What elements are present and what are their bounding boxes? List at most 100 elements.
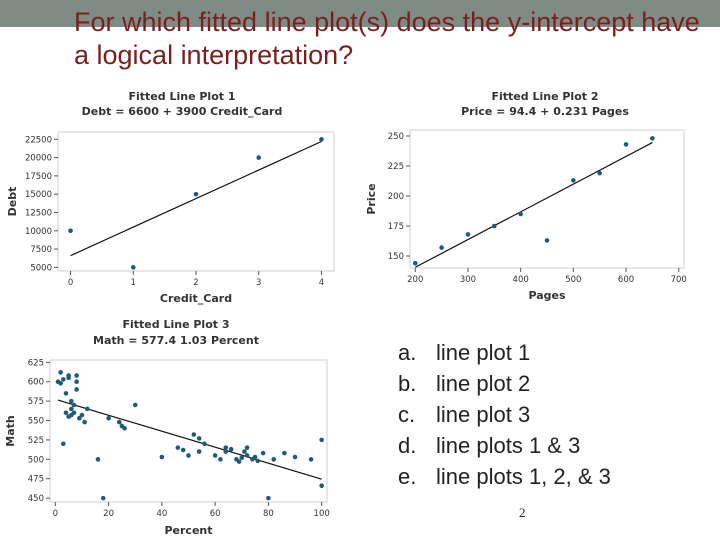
answer-e: e. line plots 1, 2, & 3 [398,461,611,492]
data-point [71,410,77,416]
data-point [308,457,314,462]
data-point [597,170,602,176]
chart-subtitle: Math = 577.4 1.03 Percent [93,334,259,347]
chart-title: Fitted Line Plot 1 [129,90,236,103]
y-tick-label: 175 [388,222,404,232]
data-point [518,211,523,217]
data-point [244,453,250,458]
data-point [191,432,197,437]
data-point [69,406,74,412]
fitted-line-plot-3: Fitted Line Plot 3 Math = 577.4 1.03 Perc… [0,314,355,540]
answer-letter: a. [398,340,417,365]
x-tick-label: 0 [53,509,58,519]
fitted-line-plot-1: Fitted Line Plot 1 Debt = 6600 + 3900 Cre… [0,84,352,312]
data-point [68,228,73,234]
data-point [255,458,261,464]
data-point [412,260,418,266]
data-point [292,454,298,460]
data-point [74,387,79,392]
data-point [256,155,262,160]
data-point [61,441,66,447]
y-tick-label: 575 [28,397,44,407]
x-tick-label: 60 [210,509,221,519]
data-point [244,445,250,450]
fitted-line [414,142,653,268]
chart-svg: Fitted Line Plot 1 Debt = 6600 + 3900 Cre… [6,90,335,305]
y-axis-label: Debt [6,187,19,217]
y-tick-label: 550 [28,417,44,427]
data-point [571,178,576,183]
data-point [159,454,165,460]
y-tick-label: 20000 [25,154,52,164]
answer-text: line plots 1 & 3 [436,433,581,458]
fitted-line-plot-2: Fitted Line Plot 2 Price = 94.4 + 0.231 P… [360,86,700,312]
data-point [84,406,90,412]
answer-list: a. line plot 1 b. line plot 2 c. line plot … [398,337,611,492]
page-number: 2 [519,505,526,520]
chart-title: Fitted Line Plot 3 [123,318,230,331]
answer-b: b. line plot 2 [398,368,611,399]
x-tick-label: 4 [319,278,324,288]
x-tick-label: 600 [618,275,634,285]
x-tick-label: 300 [460,275,476,285]
y-tick-label: 15000 [25,190,52,200]
data-point [260,450,266,456]
chart-svg: Fitted Line Plot 3 Math = 577.4 1.03 Perc… [4,318,330,537]
x-tick-label: 700 [671,275,687,285]
data-point [63,391,69,396]
answer-letter: d. [398,433,417,458]
y-tick-label: 12500 [25,208,52,218]
data-point [100,495,106,501]
data-point [61,377,66,382]
x-tick-label: 2 [193,278,198,288]
y-tick-label: 7500 [30,245,52,255]
y-tick-label: 10000 [25,227,52,237]
data-point [69,398,74,404]
x-axis-label: Pages [528,289,566,302]
data-point [266,495,271,501]
data-point [223,445,229,450]
data-point [58,370,63,375]
data-point [271,457,277,462]
x-tick-label: 200 [407,275,423,285]
data-point [196,436,202,441]
data-point [319,437,324,443]
data-point [236,459,242,464]
data-point [544,238,550,243]
y-tick-label: 525 [28,436,44,446]
x-tick-label: 0 [68,278,73,288]
data-point [95,457,101,462]
data-point [106,415,111,421]
data-point [66,375,71,381]
data-point [82,419,87,425]
data-point [239,455,245,461]
y-tick-label: 475 [28,475,44,485]
y-tick-label: 250 [388,132,404,142]
y-tick-label: 600 [28,378,44,388]
data-point [650,136,655,141]
y-tick-label: 22500 [25,135,52,145]
data-point [223,449,229,454]
data-point [58,380,63,386]
y-tick-label: 200 [388,192,404,202]
data-point [180,447,186,453]
data-point [439,245,444,250]
x-tick-label: 500 [565,275,581,285]
y-axis-label: Price [365,183,378,214]
y-tick-label: 150 [388,252,404,262]
data-point [212,453,218,458]
data-point [74,379,79,385]
data-point [252,454,258,460]
y-tick-label: 625 [28,358,44,368]
x-axis-label: Percent [164,524,212,537]
y-tick-label: 450 [28,494,44,504]
chart-subtitle: Debt = 6600 + 3900 Credit_Card [82,105,283,118]
x-tick-label: 80 [263,509,274,519]
fitted-line [57,399,322,480]
fitted-line [70,140,322,257]
y-tick-label: 5000 [30,263,52,273]
answer-text: line plot 1 [436,340,531,365]
y-tick-label: 225 [388,162,404,172]
data-point [193,191,199,197]
data-point [319,483,324,489]
